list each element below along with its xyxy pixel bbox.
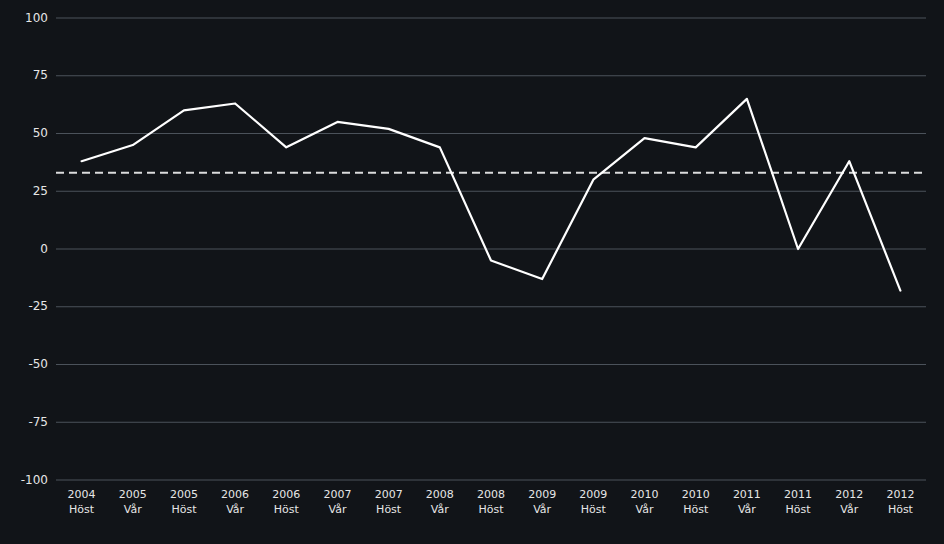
x-tick-label: 2010Vår	[631, 488, 659, 516]
line-series	[82, 99, 901, 291]
grid-line	[56, 75, 926, 76]
grid-line	[56, 480, 926, 481]
grid-line	[56, 422, 926, 423]
y-tick-label: 50	[33, 126, 48, 140]
grid-line	[56, 249, 926, 250]
x-tick-label: 2004Höst	[68, 488, 96, 516]
y-tick-label: 0	[40, 242, 48, 256]
grid-line	[56, 364, 926, 365]
reference-line	[56, 172, 926, 174]
y-tick-label: 75	[33, 68, 48, 82]
y-tick-label: 100	[25, 11, 48, 25]
x-tick-labels: 2004Höst 2005Vår 2005Höst 2006Vår 2006Höst 20…	[68, 488, 915, 516]
y-grid	[56, 18, 926, 480]
x-tick-label: 2005Vår	[119, 488, 147, 516]
x-tick-label: 2011Höst	[784, 488, 812, 516]
plot-area	[56, 99, 926, 291]
x-tick-label: 2008Vår	[426, 488, 454, 516]
y-tick-label: 25	[33, 184, 48, 198]
grid-line	[56, 191, 926, 192]
x-tick-label: 2012Höst	[886, 488, 914, 516]
x-tick-label: 2011Vår	[733, 488, 761, 516]
x-tick-label: 2012Vår	[835, 488, 863, 516]
y-tick-labels: -100 -75 -50 -25 0 25 50 75 100	[21, 11, 48, 487]
x-tick-label: 2007Vår	[323, 488, 351, 516]
x-tick-label: 2009Höst	[579, 488, 607, 516]
x-tick-label: 2006Vår	[221, 488, 249, 516]
x-tick-label: 2008Höst	[477, 488, 505, 516]
y-tick-label: -50	[28, 357, 48, 371]
chart-container: -100-75-50-2502550751002004Höst2005Vår20…	[0, 0, 944, 544]
grid-line	[56, 133, 926, 134]
x-tick-label: 2009Vår	[528, 488, 556, 516]
x-tick-label: 2006Höst	[272, 488, 300, 516]
chart-svg: -100-75-50-2502550751002004Höst2005Vår20…	[0, 0, 944, 544]
x-tick-label: 2007Höst	[375, 488, 403, 516]
grid-line	[56, 18, 926, 19]
background	[0, 0, 944, 544]
y-tick-label: -100	[21, 473, 48, 487]
y-tick-label: -75	[28, 415, 48, 429]
grid-line	[56, 306, 926, 307]
x-tick-label: 2010Höst	[682, 488, 710, 516]
x-tick-label: 2005Höst	[170, 488, 198, 516]
y-tick-label: -25	[28, 299, 48, 313]
